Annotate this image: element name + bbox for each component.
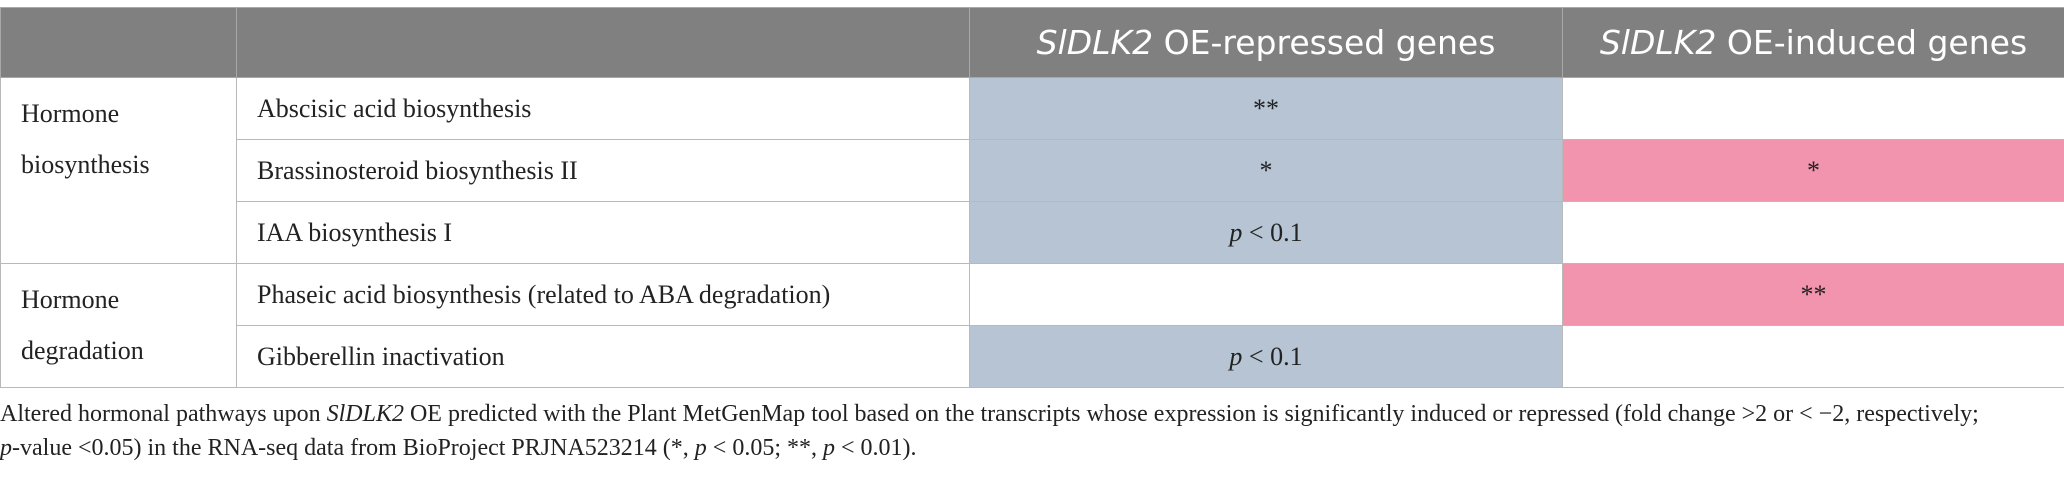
table-row: Brassinosteroid biosynthesis II * * xyxy=(1,139,2064,202)
header-empty-pathway xyxy=(236,7,970,78)
header-repressed-suffix: OE-repressed genes xyxy=(1153,23,1496,62)
induced-cell: * xyxy=(1562,139,2064,202)
group-label-biosynthesis: Hormone biosynthesis xyxy=(0,77,237,264)
repressed-cell xyxy=(969,263,1563,326)
induced-cell xyxy=(1562,201,2064,264)
p-symbol: p xyxy=(1229,217,1243,247)
table-row: Gibberellin inactivation p < 0.1 xyxy=(1,325,2064,388)
group-label-line2: biosynthesis xyxy=(21,150,150,179)
induced-cell xyxy=(1562,77,2064,140)
header-induced: SlDLK2 OE-induced genes xyxy=(1562,7,2064,78)
header-empty-group xyxy=(0,7,237,78)
caption-text: < 0.05; **, xyxy=(706,435,823,461)
table-row: Hormone biosynthesis Abscisic acid biosyn… xyxy=(0,77,2064,264)
header-repressed: SlDLK2 OE-repressed genes xyxy=(969,7,1563,78)
pathway-name: Brassinosteroid biosynthesis II xyxy=(236,139,970,202)
p-threshold: < 0.1 xyxy=(1242,341,1303,371)
hormone-pathway-table: SlDLK2 OE-repressed genes SlDLK2 OE-indu… xyxy=(0,7,2064,388)
p-symbol: p xyxy=(1229,341,1243,371)
repressed-cell: p < 0.1 xyxy=(969,325,1563,388)
caption-text: Altered hormonal pathways upon xyxy=(0,401,327,427)
group-label-degradation: Hormone degradation xyxy=(0,263,237,388)
table-row: Hormone degradation Phaseic acid biosynth… xyxy=(0,263,2064,388)
group-label-line2: degradation xyxy=(21,336,144,365)
induced-cell xyxy=(1562,325,2064,388)
pathway-name: Abscisic acid biosynthesis xyxy=(236,77,970,140)
caption-p-symbol: p xyxy=(0,435,12,461)
induced-cell: ** xyxy=(1562,263,2064,326)
pathway-name: Phaseic acid biosynthesis (related to AB… xyxy=(236,263,970,326)
caption-gene: SlDLK2 xyxy=(326,401,404,427)
caption-text: OE predicted with the Plant MetGenMap to… xyxy=(403,401,1979,427)
repressed-cell: p < 0.1 xyxy=(969,201,1563,264)
group-label-line1: Hormone xyxy=(21,99,120,128)
p-threshold: < 0.1 xyxy=(1242,217,1303,247)
caption-p-symbol: p xyxy=(694,435,707,461)
table-row: IAA biosynthesis I p < 0.1 xyxy=(1,201,2064,264)
caption-text: -value <0.05) in the RNA-seq data from B… xyxy=(12,435,695,461)
repressed-cell: * xyxy=(969,139,1563,202)
header-induced-gene: SlDLK2 xyxy=(1599,23,1717,62)
repressed-cell: ** xyxy=(969,77,1563,140)
caption-text: < 0.01). xyxy=(834,435,917,461)
group-label-line1: Hormone xyxy=(21,285,120,314)
header-row: SlDLK2 OE-repressed genes SlDLK2 OE-indu… xyxy=(0,7,2064,78)
pathway-name: Gibberellin inactivation xyxy=(236,325,970,388)
caption-p-symbol: p xyxy=(822,435,835,461)
table-caption: Altered hormonal pathways upon SlDLK2 OE… xyxy=(0,397,2000,465)
pathway-name: IAA biosynthesis I xyxy=(236,201,970,264)
header-induced-suffix: OE-induced genes xyxy=(1716,23,2028,62)
header-repressed-gene: SlDLK2 xyxy=(1036,23,1154,62)
